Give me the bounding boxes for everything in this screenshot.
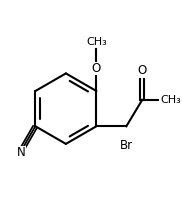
- Text: Br: Br: [120, 139, 133, 152]
- Text: O: O: [138, 64, 147, 77]
- Text: O: O: [92, 62, 101, 75]
- Text: CH₃: CH₃: [86, 37, 107, 47]
- Text: N: N: [17, 146, 26, 159]
- Text: CH₃: CH₃: [161, 95, 181, 105]
